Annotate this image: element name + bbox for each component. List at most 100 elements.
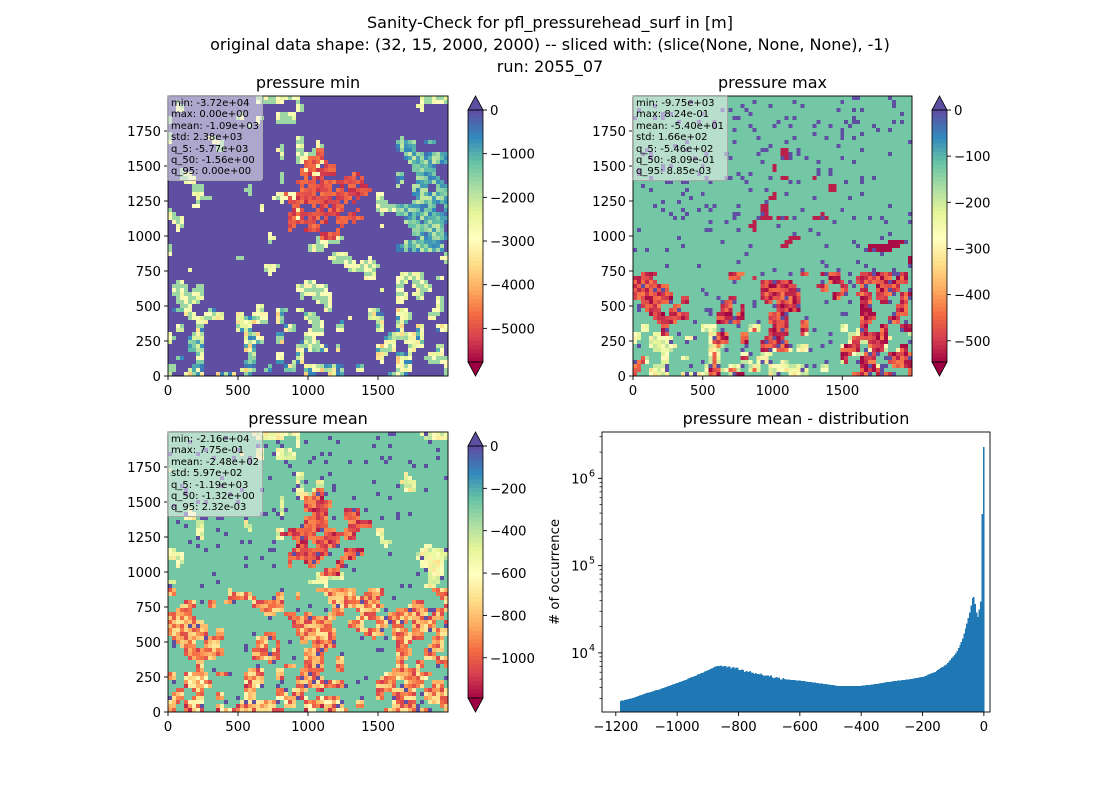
histogram-bar bbox=[647, 692, 649, 712]
histogram-bar bbox=[899, 680, 902, 712]
stats-line: std: 2.38e+03 bbox=[171, 132, 243, 144]
x-tick-label: −800 bbox=[720, 720, 757, 735]
histogram-bar bbox=[755, 672, 757, 712]
histogram-bar bbox=[778, 677, 781, 712]
histogram-bar bbox=[716, 665, 718, 712]
histogram-bar bbox=[962, 638, 964, 712]
x-tick-label: 1500 bbox=[825, 384, 859, 399]
panel-title: pressure mean bbox=[248, 409, 368, 428]
stats-line: max: 0.00e+00 bbox=[171, 109, 249, 121]
histogram-title: pressure mean - distribution bbox=[683, 409, 910, 428]
stats-box-max: min: -9.75e+03 max: 8.24e-01 mean: -5.40e+… bbox=[632, 95, 729, 181]
histogram-bar bbox=[917, 677, 920, 712]
histogram-bar bbox=[710, 668, 713, 712]
histogram-bar bbox=[826, 684, 829, 712]
colorbar-tick-label: −5000 bbox=[490, 322, 535, 337]
histogram-bar bbox=[698, 674, 701, 712]
figure-title-line-1: Sanity-Check for pfl_pressurehead_surf i… bbox=[367, 13, 733, 32]
histogram-bar bbox=[883, 682, 885, 712]
x-tick-label: 0 bbox=[629, 384, 637, 399]
histogram-bar bbox=[842, 685, 844, 712]
histogram-bar bbox=[803, 681, 805, 712]
histogram-bar bbox=[735, 667, 738, 712]
histogram-bar bbox=[686, 679, 688, 712]
histogram-bar bbox=[694, 675, 696, 712]
histogram-bar bbox=[913, 678, 916, 712]
histogram-bar bbox=[825, 684, 828, 712]
histogram-bar bbox=[663, 687, 666, 712]
histogram-bar bbox=[806, 681, 808, 712]
histogram-bar bbox=[651, 691, 654, 712]
colorbar-mean: 0 −200 −400 −600 −800 −1000 bbox=[467, 431, 535, 713]
y-tick-label: 10 bbox=[571, 560, 588, 575]
axes-frame bbox=[601, 431, 991, 713]
histogram-bar bbox=[712, 667, 714, 712]
y-tick-label: 250 bbox=[136, 671, 161, 686]
histogram-bar bbox=[688, 678, 691, 712]
histogram-bar bbox=[821, 683, 823, 712]
colorbar-tick-label: −3000 bbox=[490, 235, 535, 250]
histogram-bar bbox=[703, 671, 706, 712]
colorbar-tick-label: −200 bbox=[490, 482, 527, 497]
histogram-bar bbox=[895, 680, 898, 712]
y-tick-label: 750 bbox=[136, 601, 161, 616]
y-tick-label: 750 bbox=[601, 265, 626, 280]
colorbar-tick-label: 0 bbox=[954, 104, 962, 119]
histogram-bar bbox=[897, 680, 899, 712]
histogram-bar bbox=[944, 665, 946, 712]
histogram-bar bbox=[715, 666, 717, 712]
colorbar-tick-label: −100 bbox=[954, 150, 991, 165]
histogram-bar bbox=[938, 669, 941, 712]
stats-line: q_5: -5.77e+03 bbox=[171, 143, 249, 155]
histogram-bar bbox=[673, 684, 676, 712]
histogram-bar bbox=[970, 605, 972, 712]
x-tick-label: −400 bbox=[843, 720, 880, 735]
histogram-bar bbox=[739, 670, 742, 712]
histogram-bar bbox=[742, 669, 745, 712]
x-tick-label: −200 bbox=[904, 720, 941, 735]
x-tick-label: 1500 bbox=[361, 720, 395, 735]
histogram-bar bbox=[692, 676, 695, 712]
histogram-bar bbox=[774, 677, 776, 712]
histogram-bar bbox=[721, 666, 724, 712]
histogram-bar bbox=[946, 663, 949, 712]
histogram-bar bbox=[669, 685, 672, 712]
histogram-bar bbox=[884, 682, 887, 712]
x-tick-label: −1200 bbox=[593, 720, 638, 735]
stats-line: q_50: -1.56e+00 bbox=[171, 155, 255, 167]
histogram-bar bbox=[639, 695, 641, 712]
x-tick-label: 500 bbox=[690, 384, 715, 399]
histogram-bar bbox=[789, 679, 792, 712]
histogram-bar bbox=[643, 694, 645, 712]
histogram-bar bbox=[761, 674, 764, 712]
histogram-bar bbox=[927, 674, 930, 712]
histogram-bar bbox=[934, 671, 937, 712]
histogram-bar bbox=[873, 684, 876, 712]
x-tick-label: 1000 bbox=[291, 384, 325, 399]
histogram-bar bbox=[814, 682, 816, 712]
histogram-bar bbox=[670, 685, 673, 712]
histogram-bar bbox=[737, 668, 739, 712]
colorbar-extend-top bbox=[467, 95, 484, 111]
histogram-bar bbox=[654, 690, 656, 712]
histogram-bar bbox=[679, 682, 681, 712]
histogram-bar bbox=[683, 680, 685, 712]
histogram-bar bbox=[768, 676, 771, 712]
histogram-bar bbox=[850, 686, 852, 712]
histogram-bar bbox=[781, 679, 783, 712]
colorbar-tick-label: −800 bbox=[490, 609, 527, 624]
y-tick-label: 10 bbox=[571, 472, 588, 487]
histogram-bar bbox=[858, 685, 861, 712]
colorbar-tick-label: −400 bbox=[490, 525, 527, 540]
histogram-bar bbox=[760, 673, 763, 712]
colorbar-tick-label: −500 bbox=[954, 335, 991, 350]
stats-line: q_95: 0.00e+00 bbox=[171, 166, 252, 178]
histogram-bar bbox=[626, 699, 629, 712]
y-tick-label: 1000 bbox=[127, 566, 161, 581]
histogram-bar bbox=[637, 695, 640, 712]
histogram-bar bbox=[757, 673, 760, 712]
colorbar-tick-label: −200 bbox=[954, 196, 991, 211]
histogram-bar bbox=[901, 680, 903, 712]
histogram-bar bbox=[808, 681, 811, 712]
histogram-bar bbox=[687, 678, 689, 712]
